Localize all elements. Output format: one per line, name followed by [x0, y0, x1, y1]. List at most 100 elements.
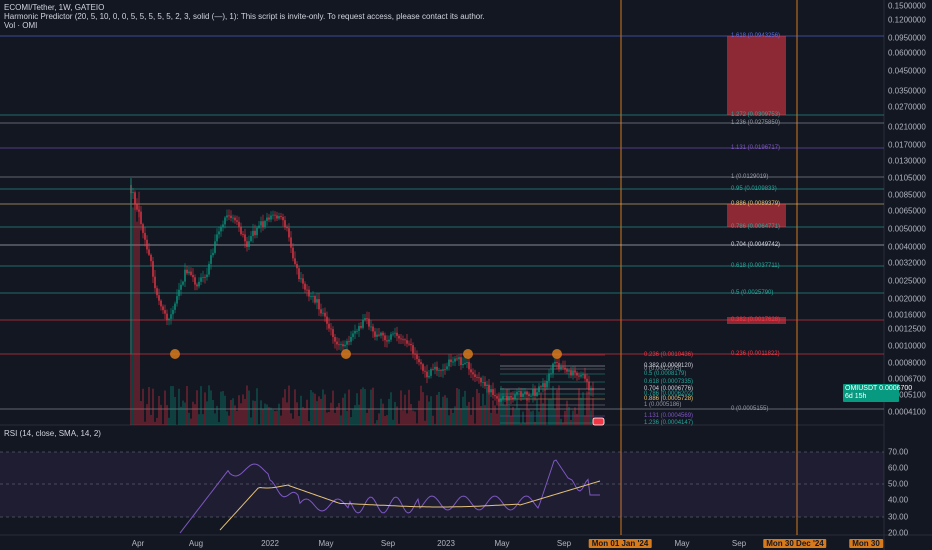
candle-body [348, 341, 350, 342]
candle-body [436, 366, 438, 371]
candle-body [134, 192, 136, 205]
volume-bar [510, 415, 512, 425]
volume-bar [196, 390, 198, 425]
candle-body [220, 227, 222, 232]
candle-body [156, 288, 158, 296]
candle-body [190, 271, 192, 275]
candle-body [162, 306, 164, 311]
volume-bar [178, 388, 180, 425]
volume-bar [506, 389, 508, 425]
candle-body [308, 289, 310, 297]
candle-body [166, 313, 168, 320]
volume-bar [402, 410, 404, 425]
volume-bar [370, 389, 372, 425]
volume-bar [490, 412, 492, 425]
volume-bar [424, 420, 426, 425]
candle-body [182, 281, 184, 285]
volume-bar [480, 406, 482, 425]
volume-bar [208, 385, 210, 425]
candle-body [536, 392, 538, 396]
rsi-line [179, 459, 600, 534]
volume-bar [190, 418, 192, 425]
price-tick: 0.0012500 [888, 324, 926, 334]
volume-bar [242, 394, 244, 425]
candle-body [230, 215, 232, 218]
candle-body [298, 268, 300, 280]
volume-bar [404, 394, 406, 425]
fib-label-small: 0.5 (0.0008179) [644, 371, 687, 377]
indicator-volume[interactable]: Vol · OMI [4, 21, 38, 30]
rsi-tick: 40.00 [888, 495, 909, 505]
candle-body [244, 234, 246, 242]
pivot-marker [341, 349, 351, 359]
volume-bar [366, 412, 368, 425]
volume-bar [222, 391, 224, 425]
candle-body [152, 261, 154, 277]
candle-body [556, 361, 558, 363]
candle-body [470, 369, 472, 373]
volume-bar [218, 422, 220, 425]
volume-bar [168, 417, 170, 425]
candle-body [278, 216, 280, 219]
volume-bar [446, 397, 448, 425]
symbol-title[interactable]: ECOMI/Tether, 1W, GATEIO [4, 3, 105, 12]
candle-body [528, 394, 530, 397]
time-tick: May [494, 539, 510, 548]
fib-label-small: 1.131 (0.0004569) [644, 413, 694, 419]
volume-bar [318, 396, 320, 425]
candle-body [538, 386, 540, 393]
volume-bar [474, 423, 476, 425]
candle-body [578, 375, 580, 377]
candle-body [388, 339, 390, 342]
candle-body [286, 226, 288, 229]
rsi-indicator-label[interactable]: RSI (14, close, SMA, 14, 2) [4, 429, 101, 438]
volume-bar [556, 389, 558, 425]
volume-bar [512, 406, 514, 425]
candle-body [378, 334, 380, 336]
candle-body [468, 362, 470, 370]
candle-body [430, 369, 432, 376]
time-axis[interactable]: Apr Aug 2022 May Sep 2023 May Sep Mon 01 Jan '24… [0, 535, 932, 550]
volume-bar [430, 396, 432, 425]
candle-body [400, 338, 402, 340]
candle-body [188, 271, 190, 274]
volume-bar [570, 419, 572, 425]
volume-bar [458, 389, 460, 425]
price-tick: 0.0350000 [888, 86, 926, 96]
indicator-harmonic-predictor[interactable]: Harmonic Predictor (20, 5, 10, 0, 0, 5, … [4, 12, 485, 21]
price-tag-symbol-price: OMIUSDT 0.0006700 [845, 385, 913, 392]
candle-body [284, 220, 286, 227]
volume-bar [320, 398, 322, 425]
volume-bar [340, 415, 342, 425]
candle-body [420, 362, 422, 365]
candle-body [252, 230, 254, 237]
volume-bar [272, 409, 274, 425]
volume-bar [414, 411, 416, 425]
candle-body [144, 232, 146, 240]
current-price-tag: OMIUSDT 0.0006700 6d 15h [843, 384, 913, 402]
fib-label: 1.272 (0.0309753) [731, 112, 781, 118]
volume-bar [472, 397, 474, 425]
volume-bar [236, 410, 238, 425]
price-tick: 0.0008000 [888, 358, 926, 368]
candle-body [194, 277, 196, 285]
price-tick: 0.0130000 [888, 156, 926, 166]
fib-label: 0.618 (0.0037711) [731, 263, 780, 269]
candle-body [254, 230, 256, 236]
candle-body [582, 374, 584, 376]
volume-bar [494, 405, 496, 425]
volume-bar [308, 421, 310, 425]
volume-bar [566, 400, 568, 425]
candle-body [532, 388, 534, 396]
volume-bar [330, 402, 332, 425]
volume-bar [270, 407, 272, 425]
volume-bar [144, 421, 146, 425]
candle-body [390, 334, 392, 340]
volume-bar [518, 408, 520, 425]
candle-body [530, 395, 532, 397]
candle-body [384, 335, 386, 341]
volume-bar [356, 393, 358, 425]
fib-label: 0.382 (0.0017628) [731, 317, 781, 323]
volume-bar [384, 415, 386, 425]
